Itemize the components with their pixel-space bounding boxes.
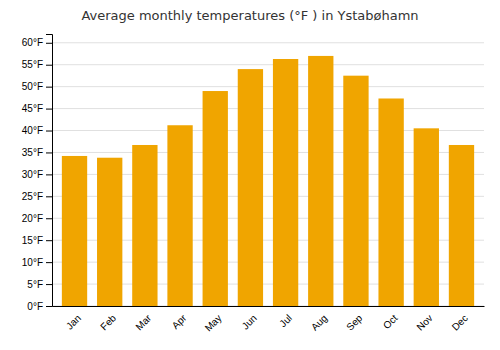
y-tick-mark (46, 43, 52, 44)
y-tick-label: 35°F (22, 147, 43, 158)
bar (167, 125, 192, 306)
y-tick-mark (46, 284, 52, 285)
y-tick-label: 55°F (22, 59, 43, 70)
title: Average monthly temperatures (°F ) in Ys… (81, 8, 418, 23)
chart: 0°F 5°F 10°F 15°F 20°F 25°F 30°F 35°F 40°F 45°F 50… (0, 0, 500, 350)
y-tick: 40°F (22, 125, 52, 136)
grid-line (52, 64, 484, 65)
y-axis-line (46, 35, 53, 307)
x-tick: May (203, 312, 224, 333)
x-tick-label: Feb (98, 312, 118, 332)
y-tick-mark (46, 87, 52, 88)
y-tick-mark (46, 174, 52, 175)
y-tick: 20°F (22, 213, 52, 224)
x-tick: Jun (240, 312, 259, 331)
y-tick: 5°F (27, 279, 52, 290)
y-tick-mark (46, 218, 52, 219)
bar (414, 128, 439, 306)
bar (132, 145, 157, 306)
y-tick-mark (46, 65, 52, 66)
x-tick: Feb (98, 312, 118, 332)
y-tick-label: 0°F (27, 301, 43, 312)
x-tick: Mar (133, 312, 153, 332)
y-tick-label: 5°F (27, 279, 43, 290)
y-tick: 0°F (27, 301, 52, 312)
y-tick-mark (46, 131, 52, 132)
x-tick-label: Jul (277, 312, 294, 329)
x-tick-label: Mar (133, 312, 153, 332)
y-tick: 30°F (22, 169, 52, 180)
x-tick-label: Aug (309, 312, 329, 332)
bar (378, 98, 403, 306)
x-tick-label: May (203, 312, 224, 333)
bar (273, 59, 298, 306)
x-tick-label: Jan (64, 312, 83, 331)
y-tick-label: 50°F (22, 81, 43, 92)
y-tick-label: 15°F (22, 235, 43, 246)
x-tick: Jul (277, 312, 294, 329)
bar (449, 145, 474, 306)
x-tick: Sep (344, 312, 365, 333)
x-tick-label: Apr (170, 312, 189, 331)
y-axis: 0°F 5°F 10°F 15°F 20°F 25°F 30°F 35°F 40°F 45°F 50… (22, 35, 53, 312)
x-tick-label: Dec (450, 312, 470, 332)
y-tick: 25°F (22, 191, 52, 202)
bar (97, 158, 122, 306)
bar (62, 156, 87, 306)
y-tick: 45°F (22, 103, 52, 114)
y-tick-label: 40°F (22, 125, 43, 136)
y-tick-mark (46, 152, 52, 153)
bar (203, 91, 228, 306)
x-tick-label: Jun (240, 312, 259, 331)
y-tick-mark (46, 262, 52, 263)
x-tick-label: Oct (381, 312, 400, 331)
grid-line (52, 86, 484, 87)
y-tick-mark (46, 109, 52, 110)
bar (343, 76, 368, 306)
y-tick-label: 20°F (22, 213, 43, 224)
x-tick: Dec (450, 312, 470, 332)
y-tick: 15°F (22, 235, 52, 246)
y-tick-label: 10°F (22, 257, 43, 268)
x-tick-label: Nov (414, 312, 434, 332)
x-axis-line (53, 306, 485, 307)
y-tick: 55°F (22, 59, 52, 70)
grid-line (52, 42, 484, 43)
x-tick: Aug (309, 312, 329, 332)
x-tick: Apr (170, 312, 189, 331)
x-tick: Nov (414, 312, 434, 332)
x-tick-label: Sep (344, 312, 365, 333)
x-axis: Jan Feb Mar Apr May Jun Jul Aug Sep Oct Nov Dec (53, 307, 485, 334)
x-tick: Oct (381, 312, 400, 331)
y-tick-mark (46, 196, 52, 197)
bar (308, 56, 333, 306)
plot: 0°F 5°F 10°F 15°F 20°F 25°F 30°F 35°F 40°F 45°F 50… (22, 35, 485, 334)
bar (238, 69, 263, 306)
y-tick: 60°F (22, 37, 52, 48)
y-tick-mark (46, 306, 52, 307)
y-tick-mark (46, 240, 52, 241)
y-tick: 50°F (22, 81, 52, 92)
grid-line (52, 108, 484, 109)
y-tick-label: 60°F (22, 37, 43, 48)
y-tick-label: 30°F (22, 169, 43, 180)
x-tick: Jan (64, 312, 83, 331)
y-tick: 35°F (22, 147, 52, 158)
y-tick: 10°F (22, 257, 52, 268)
bars (62, 56, 474, 306)
grid (52, 43, 484, 306)
y-tick-label: 45°F (22, 103, 43, 114)
y-tick-label: 25°F (22, 191, 43, 202)
